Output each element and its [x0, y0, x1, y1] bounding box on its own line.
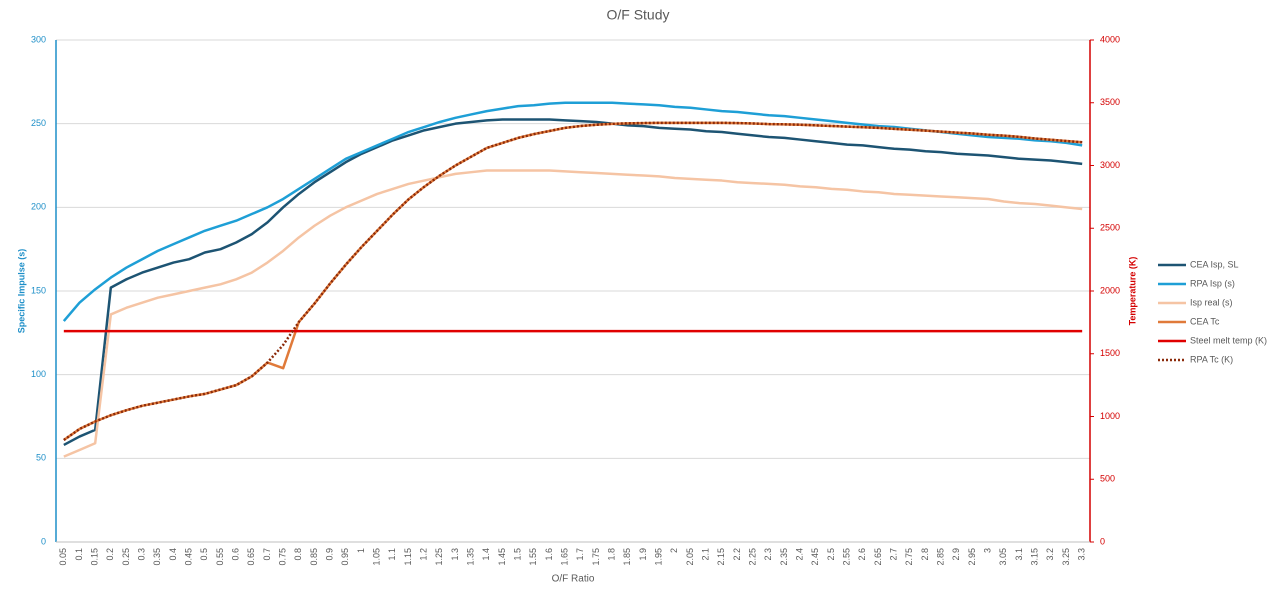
- x-tick-label: 2.4: [795, 548, 805, 561]
- x-tick-label: 1.15: [403, 548, 413, 566]
- x-tick-label: 1.05: [372, 548, 382, 566]
- x-tick-label: 1.4: [481, 548, 491, 561]
- y-tick-label: 100: [31, 369, 46, 379]
- x-tick-label: 3.2: [1045, 548, 1055, 561]
- series-line: [62, 101, 1083, 322]
- x-tick-label: 0.05: [58, 548, 68, 566]
- x-tick-label: 2.25: [748, 548, 758, 566]
- x-tick-label: 2.9: [951, 548, 961, 561]
- x-tick-label: 2.05: [685, 548, 695, 566]
- x-tick-label: 0.1: [74, 548, 84, 561]
- y-tick-label: 300: [31, 34, 46, 44]
- x-tick-label: 0.4: [168, 548, 178, 561]
- x-tick-label: 2.45: [810, 548, 820, 566]
- x-tick-label: 3.15: [1030, 548, 1040, 566]
- legend-label: RPA Isp (s): [1190, 278, 1235, 288]
- x-tick-label: 2.85: [936, 548, 946, 566]
- x-tick-label: 1.55: [528, 548, 538, 566]
- y-tick-label: 0: [41, 536, 46, 546]
- x-tick-label: 1.6: [544, 548, 554, 561]
- x-tick-label: 2.5: [826, 548, 836, 561]
- x-tick-label: 1.2: [419, 548, 429, 561]
- y2-tick-label: 3000: [1100, 160, 1120, 170]
- y-tick-label: 50: [36, 453, 46, 463]
- legend-label: CEA Isp, SL: [1190, 259, 1239, 269]
- y2-tick-label: 1500: [1100, 348, 1120, 358]
- y2-tick-label: 4000: [1100, 34, 1120, 44]
- x-tick-label: 3: [983, 548, 993, 553]
- x-tick-label: 2: [669, 548, 679, 553]
- legend-label: Isp real (s): [1190, 297, 1233, 307]
- x-tick-label: 2.8: [920, 548, 930, 561]
- x-tick-label: 1: [356, 548, 366, 553]
- y2-tick-label: 3500: [1100, 97, 1120, 107]
- x-tick-label: 0.5: [199, 548, 209, 561]
- x-tick-label: 2.2: [732, 548, 742, 561]
- x-tick-label: 1.25: [434, 548, 444, 566]
- x-tick-label: 2.35: [779, 548, 789, 566]
- x-tick-label: 2.65: [873, 548, 883, 566]
- x-tick-label: 0.7: [262, 548, 272, 561]
- x-tick-label: 2.75: [904, 548, 914, 566]
- x-tick-label: 0.25: [121, 548, 131, 566]
- x-tick-label: 2.55: [842, 548, 852, 566]
- y-tick-label: 150: [31, 285, 46, 295]
- x-tick-label: 1.7: [575, 548, 585, 561]
- x-tick-label: 0.45: [184, 548, 194, 566]
- y-tick-label: 200: [31, 202, 46, 212]
- x-tick-label: 1.85: [622, 548, 632, 566]
- x-tick-label: 1.65: [560, 548, 570, 566]
- x-tick-label: 2.6: [857, 548, 867, 561]
- y2-tick-label: 1000: [1100, 411, 1120, 421]
- x-tick-label: 0.6: [231, 548, 241, 561]
- y2-tick-label: 2000: [1100, 285, 1120, 295]
- x-tick-label: 2.1: [701, 548, 711, 561]
- x-tick-label: 0.95: [340, 548, 350, 566]
- x-tick-label: 1.75: [591, 548, 601, 566]
- x-tick-label: 0.75: [278, 548, 288, 566]
- chart-title: O/F Study: [606, 7, 669, 23]
- x-tick-label: 0.65: [246, 548, 256, 566]
- x-tick-label: 1.1: [387, 548, 397, 561]
- y-tick-label: 250: [31, 118, 46, 128]
- x-tick-label: 3.3: [1077, 548, 1087, 561]
- x-tick-label: 2.3: [763, 548, 773, 561]
- x-tick-label: 3.25: [1061, 548, 1071, 566]
- y-axis-title: Specific Impulse (s): [16, 249, 26, 334]
- x-tick-label: 1.45: [497, 548, 507, 566]
- x-tick-label: 1.35: [466, 548, 476, 566]
- x-tick-label: 0.8: [293, 548, 303, 561]
- x-tick-label: 1.3: [450, 548, 460, 561]
- legend-label: RPA Tc (K): [1190, 354, 1233, 364]
- x-tick-label: 1.95: [654, 548, 664, 566]
- y2-tick-label: 500: [1100, 474, 1115, 484]
- x-tick-label: 0.35: [152, 548, 162, 566]
- x-tick-label: 0.2: [105, 548, 115, 561]
- series-line: [63, 169, 1083, 458]
- y2-tick-label: 2500: [1100, 223, 1120, 233]
- x-tick-label: 2.15: [716, 548, 726, 566]
- x-tick-label: 1.5: [513, 548, 523, 561]
- y2-tick-label: 0: [1100, 536, 1105, 546]
- x-tick-label: 3.05: [998, 548, 1008, 566]
- x-tick-label: 3.1: [1014, 548, 1024, 561]
- y2-axis-title: Temperature (K): [1127, 257, 1137, 326]
- series-line: [63, 121, 1083, 441]
- legend-label: CEA Tc: [1190, 316, 1220, 326]
- x-tick-label: 2.95: [967, 548, 977, 566]
- x-tick-label: 1.8: [607, 548, 617, 561]
- x-tick-label: 2.7: [889, 548, 899, 561]
- legend-label: Steel melt temp (K): [1190, 335, 1267, 345]
- x-tick-label: 0.9: [325, 548, 335, 561]
- series-line: [63, 121, 1083, 441]
- x-tick-label: 0.15: [90, 548, 100, 566]
- x-tick-label: 0.85: [309, 548, 319, 566]
- x-tick-label: 0.55: [215, 548, 225, 566]
- x-axis-title: O/F Ratio: [552, 574, 595, 585]
- x-tick-label: 1.9: [638, 548, 648, 561]
- x-tick-label: 0.3: [137, 548, 147, 561]
- series-line: [63, 118, 1083, 447]
